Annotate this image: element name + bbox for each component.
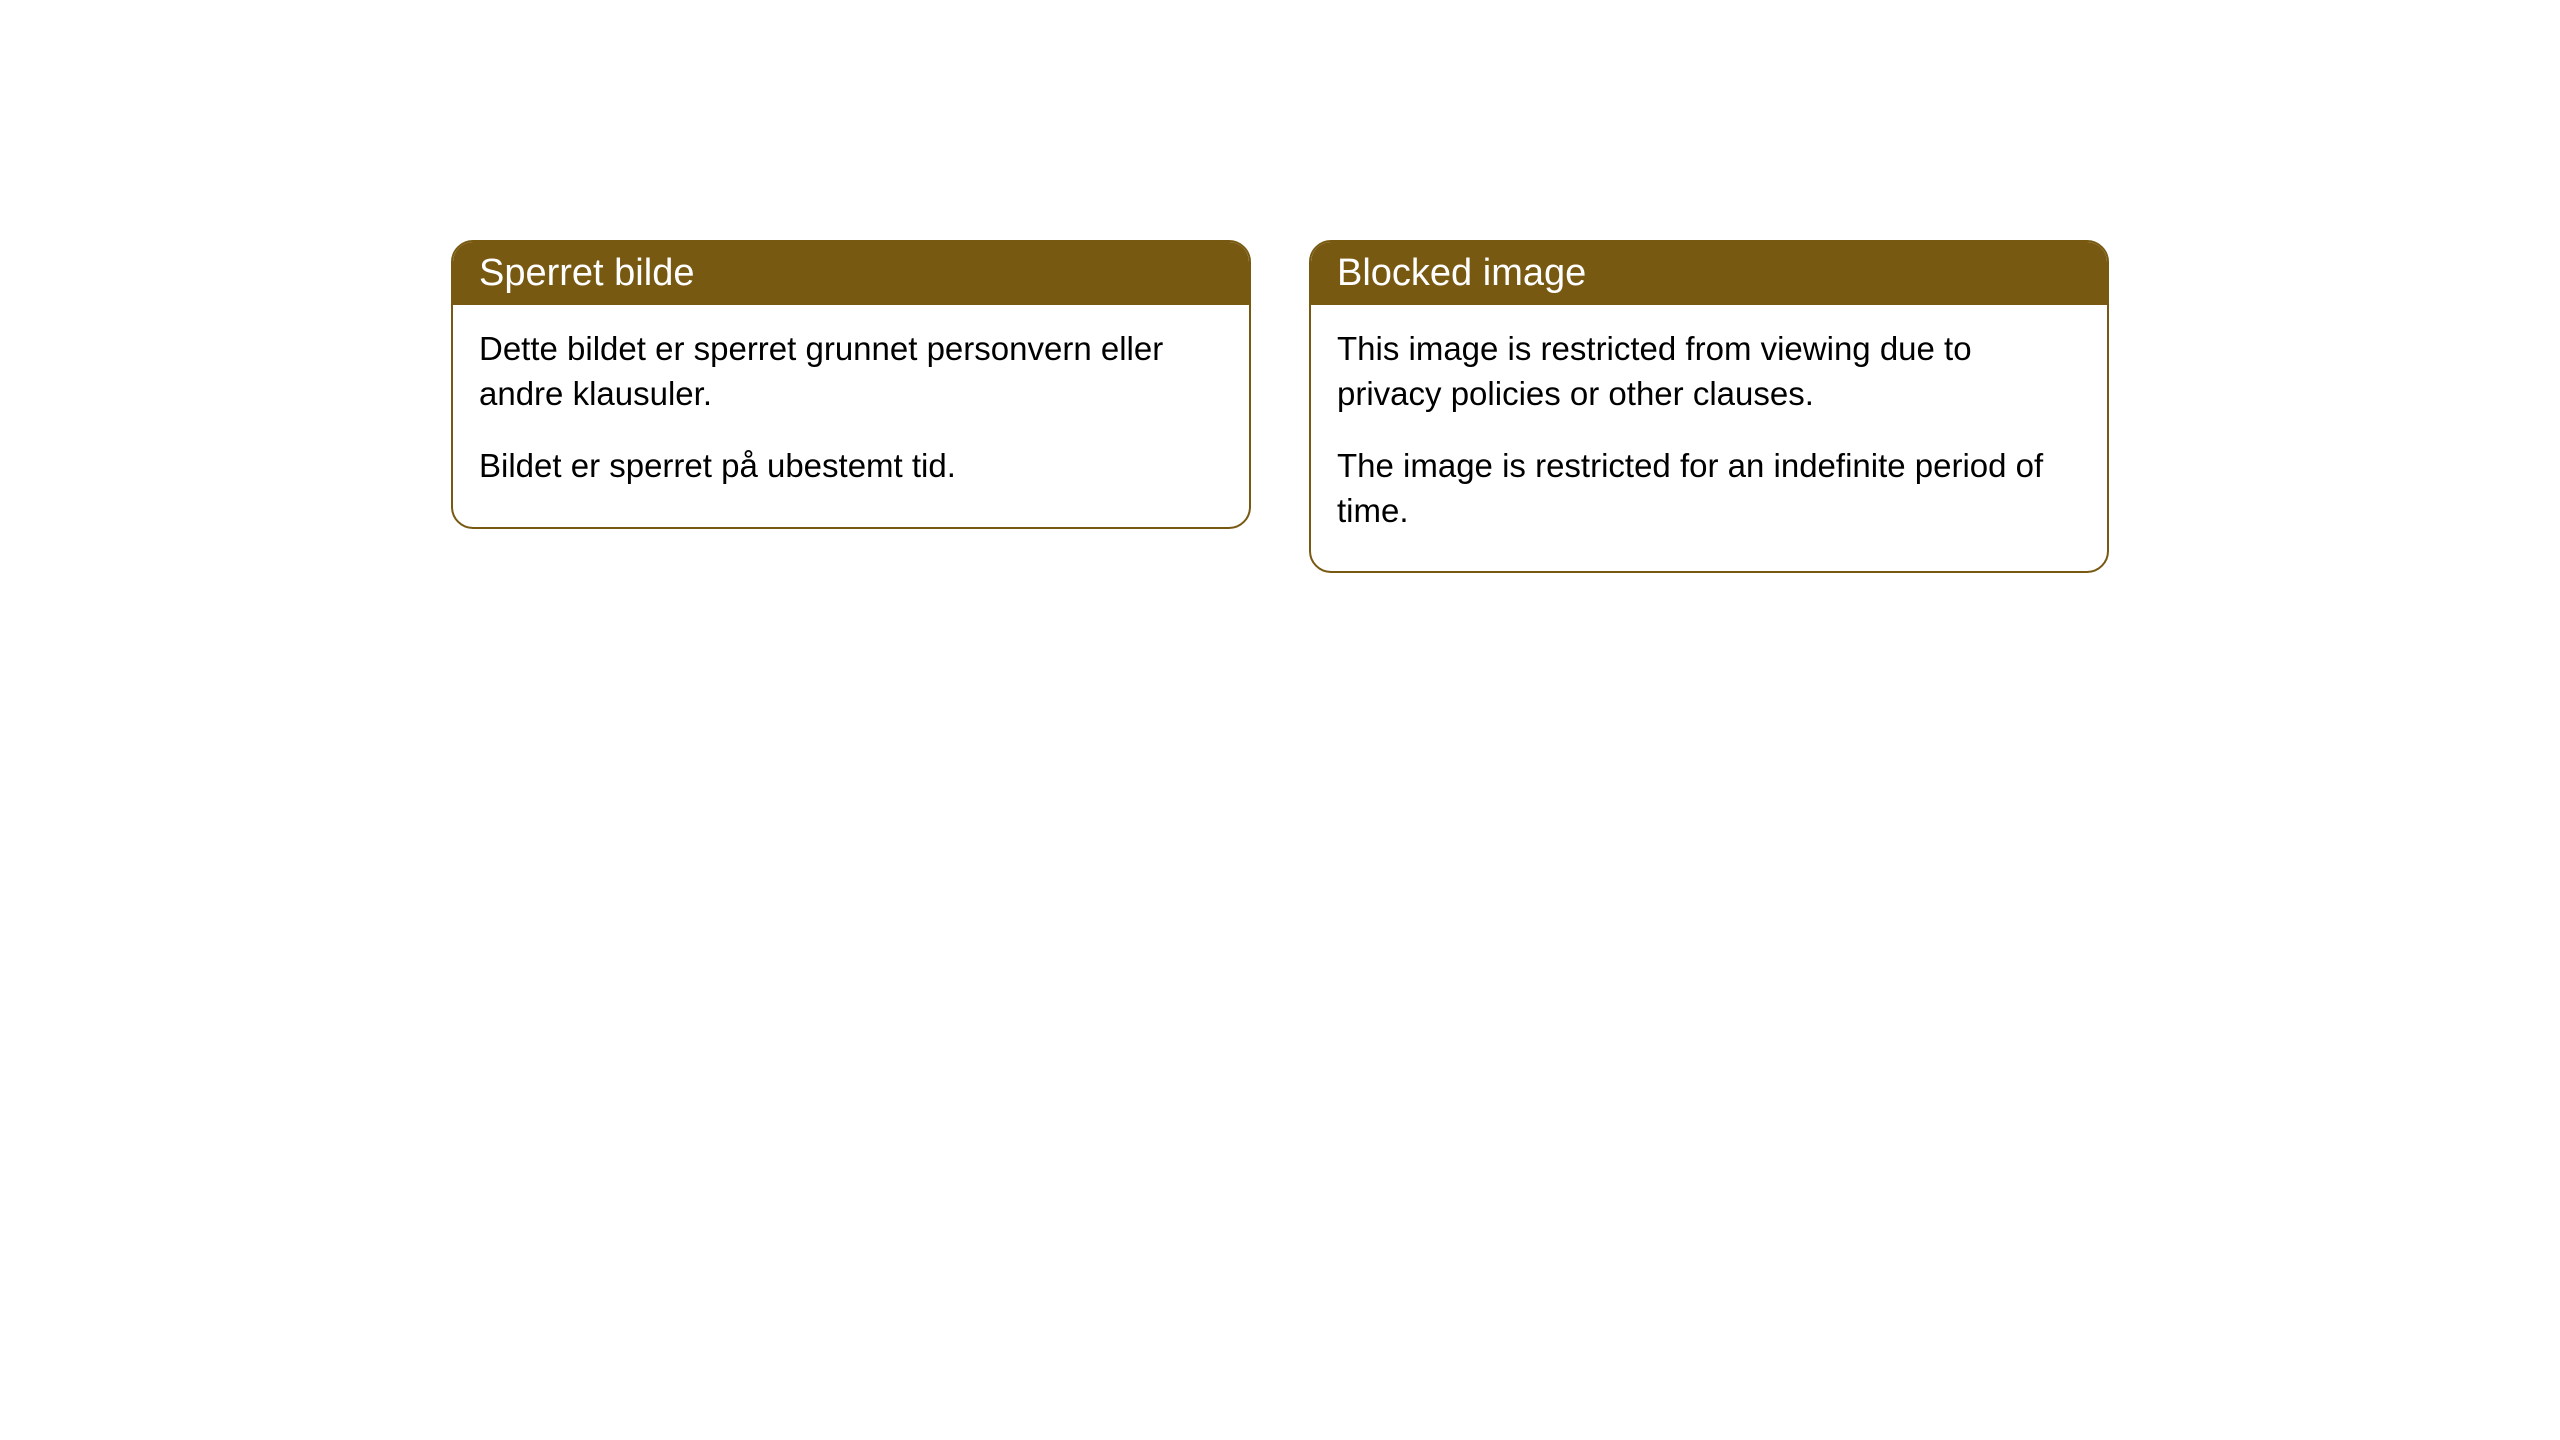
card-body: This image is restricted from viewing du… (1311, 305, 2107, 571)
card-paragraph: Dette bildet er sperret grunnet personve… (479, 327, 1223, 416)
card-body: Dette bildet er sperret grunnet personve… (453, 305, 1249, 527)
card-paragraph: Bildet er sperret på ubestemt tid. (479, 444, 1223, 489)
blocked-image-card-norwegian: Sperret bilde Dette bildet er sperret gr… (451, 240, 1251, 529)
blocked-image-card-english: Blocked image This image is restricted f… (1309, 240, 2109, 573)
card-header: Sperret bilde (453, 242, 1249, 305)
card-header: Blocked image (1311, 242, 2107, 305)
card-title: Sperret bilde (479, 252, 694, 294)
card-paragraph: The image is restricted for an indefinit… (1337, 444, 2081, 533)
card-paragraph: This image is restricted from viewing du… (1337, 327, 2081, 416)
card-title: Blocked image (1337, 252, 1586, 294)
